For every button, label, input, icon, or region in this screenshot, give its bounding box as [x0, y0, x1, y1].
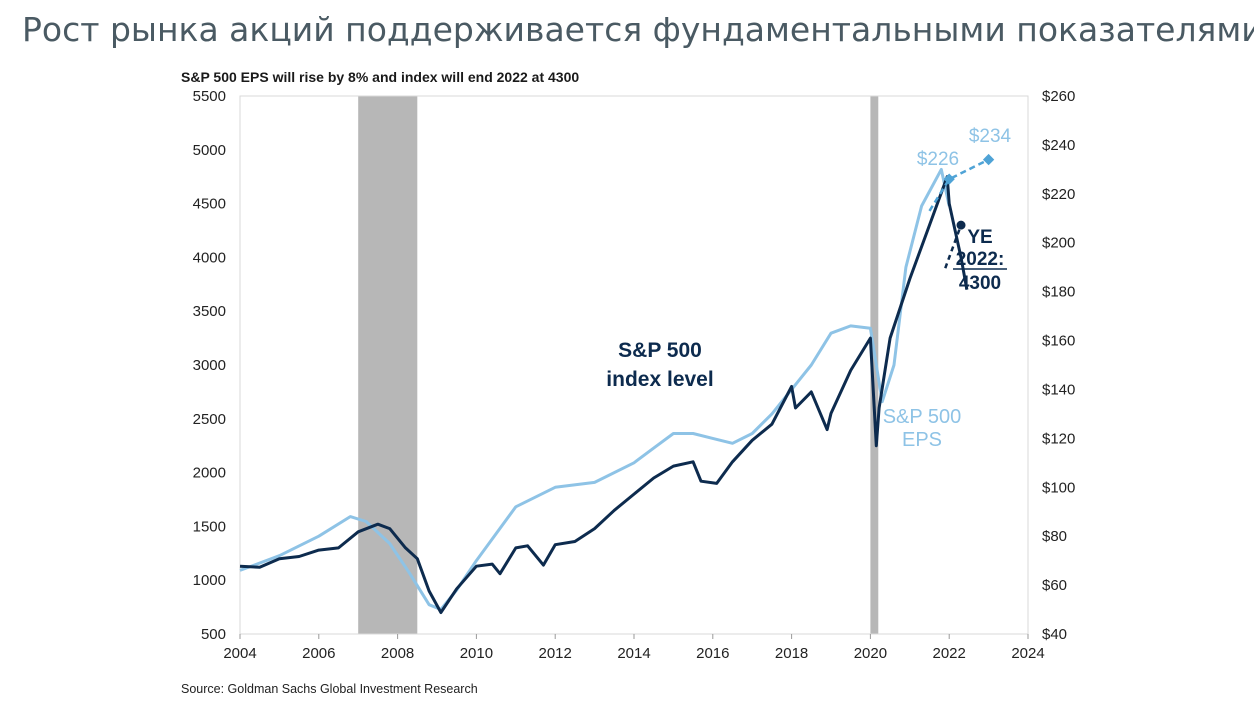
index-series-label-line2: index level	[606, 368, 713, 391]
x-tick-label: 2020	[854, 645, 887, 662]
y-right-tick-label: $240	[1042, 137, 1075, 154]
index-forecast-point	[956, 220, 966, 230]
index-line	[239, 175, 969, 614]
y-left-axis-ticks: 500 1000 1500 2000 2500 3000 3500 4000 4500 5000 5…	[193, 88, 226, 643]
x-tick-label: 2010	[460, 645, 493, 662]
y-left-tick-label: 1000	[193, 572, 226, 589]
recession-bands	[358, 96, 879, 634]
eps-forecast-label-2022: $226	[917, 149, 959, 170]
eps-forecast-line	[928, 158, 990, 212]
x-tick-label: 2016	[696, 645, 729, 662]
eps-series	[239, 167, 951, 611]
x-axis-ticks: 2004 2006 2008 2010 2012 2014 2016 2018 2020 2022…	[223, 634, 1045, 662]
eps-series-label-line1: S&P 500	[883, 406, 962, 428]
forecast-series	[928, 153, 995, 269]
y-left-tick-label: 500	[201, 626, 226, 643]
y-left-tick-label: 5000	[193, 142, 226, 159]
eps-series-label-line2: EPS	[902, 429, 942, 451]
ye-label-line2: 2022:	[956, 249, 1005, 270]
chart-title: S&P 500 EPS will rise by 8% and index wi…	[181, 69, 579, 85]
x-tick-label: 2012	[539, 645, 572, 662]
x-tick-label: 2014	[617, 645, 650, 662]
y-right-tick-label: $60	[1042, 577, 1067, 594]
x-tick-label: 2022	[933, 645, 966, 662]
x-tick-label: 2008	[381, 645, 414, 662]
ye-label-line3: 4300	[959, 273, 1001, 294]
y-right-tick-label: $160	[1042, 333, 1075, 350]
eps-line	[239, 167, 951, 611]
eps-forecast-point-1	[982, 153, 995, 166]
x-tick-label: 2024	[1011, 645, 1044, 662]
y-right-tick-label: $120	[1042, 430, 1075, 447]
recession-band-0	[358, 96, 418, 634]
y-left-tick-label: 4500	[193, 196, 226, 213]
index-series	[239, 175, 969, 614]
y-right-tick-label: $220	[1042, 186, 1075, 203]
y-left-tick-label: 4000	[193, 249, 226, 266]
x-tick-label: 2006	[302, 645, 335, 662]
y-right-tick-label: $140	[1042, 381, 1075, 398]
x-tick-label: 2004	[223, 645, 256, 662]
y-right-axis-ticks: $40 $60 $80 $100 $120 $140 $160 $180 $200 $220 $24…	[1042, 88, 1075, 643]
y-right-tick-label: $80	[1042, 528, 1067, 545]
y-left-tick-label: 5500	[193, 88, 226, 105]
y-right-tick-label: $100	[1042, 479, 1075, 496]
ye-label-line1: YE	[967, 227, 992, 248]
y-left-tick-label: 2500	[193, 411, 226, 428]
y-right-tick-label: $260	[1042, 88, 1075, 105]
recession-band-1	[870, 96, 879, 634]
y-left-tick-label: 2000	[193, 465, 226, 482]
page-title: Рост рынка акций поддерживается фундамен…	[22, 10, 1254, 49]
eps-forecast-label-2023: $234	[969, 126, 1012, 147]
y-right-tick-label: $200	[1042, 235, 1075, 252]
eps-forecast-point-0	[943, 173, 955, 185]
index-series-label-line1: S&P 500	[618, 339, 702, 362]
y-left-tick-label: 3000	[193, 357, 226, 374]
y-right-tick-label: $180	[1042, 284, 1075, 301]
y-left-tick-label: 1500	[193, 518, 226, 535]
y-left-tick-label: 3500	[193, 303, 226, 320]
chart-source: Source: Goldman Sachs Global Investment …	[181, 682, 478, 696]
x-tick-label: 2018	[775, 645, 808, 662]
y-right-tick-label: $40	[1042, 626, 1067, 643]
index-forecast-line	[944, 224, 963, 269]
